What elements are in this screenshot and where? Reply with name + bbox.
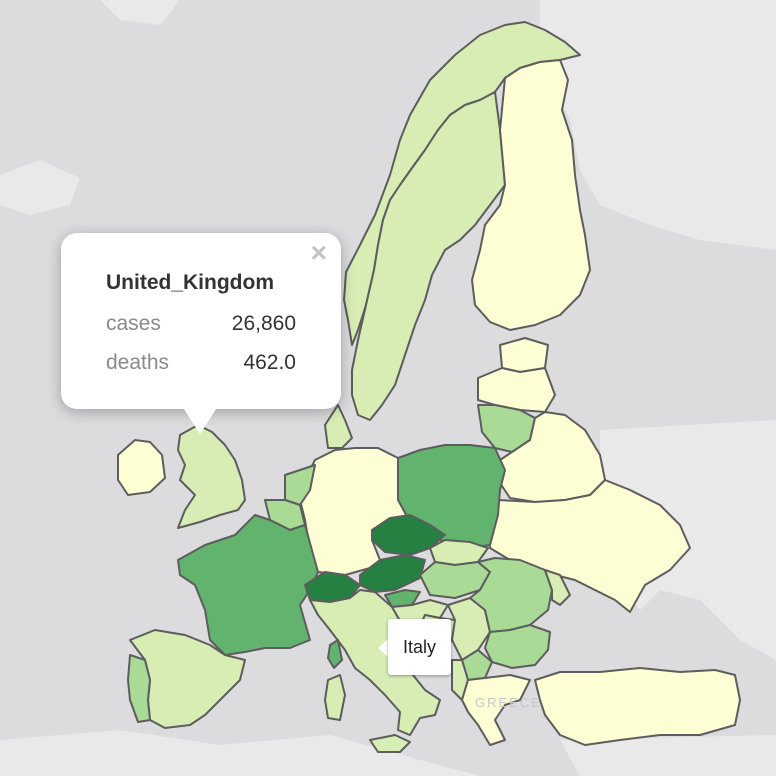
basemap-russia xyxy=(540,0,776,250)
country-france[interactable] xyxy=(177,514,319,656)
basemap-africa xyxy=(0,730,480,776)
basemap-middle-east xyxy=(560,735,776,776)
country-moldova[interactable] xyxy=(544,569,571,606)
country-bulgaria[interactable] xyxy=(484,624,551,669)
popup-value-deaths: 462.0 xyxy=(243,351,296,374)
country-sweden[interactable] xyxy=(351,91,506,421)
country-italy-sicily[interactable] xyxy=(369,734,411,753)
country-czechia[interactable] xyxy=(371,514,446,556)
country-denmark[interactable] xyxy=(324,404,353,449)
country-turkey[interactable] xyxy=(534,667,741,746)
country-ireland[interactable] xyxy=(117,439,166,496)
basemap-iceland xyxy=(0,160,80,215)
basemap-greenland-tip xyxy=(100,0,180,25)
country-italy[interactable] xyxy=(309,589,441,736)
basemap-label-greece: GREECE xyxy=(475,695,542,710)
country-finland[interactable] xyxy=(471,59,591,331)
popup-label-deaths: deaths xyxy=(106,351,170,374)
country-germany[interactable] xyxy=(299,447,411,576)
popup-value-cases: 26,860 xyxy=(231,312,296,335)
country-austria[interactable] xyxy=(359,554,426,593)
country-popup: × United_Kingdom cases 26,860 deaths 462… xyxy=(61,233,341,409)
tooltip-pointer xyxy=(378,638,389,658)
country-france-corsica[interactable] xyxy=(327,639,343,669)
popup-pointer xyxy=(182,406,218,434)
basemap-east xyxy=(600,420,776,660)
hover-tooltip: Italy xyxy=(388,619,451,675)
country-greece[interactable] xyxy=(461,674,531,746)
country-estonia[interactable] xyxy=(499,337,549,373)
popup-label-cases: cases xyxy=(106,312,161,335)
close-icon[interactable]: × xyxy=(310,237,327,268)
popup-title: United_Kingdom xyxy=(106,271,274,294)
country-italy-sardinia[interactable] xyxy=(324,674,346,721)
country-portugal[interactable] xyxy=(127,654,151,723)
country-united-kingdom[interactable] xyxy=(177,424,246,529)
country-latvia[interactable] xyxy=(477,367,556,413)
